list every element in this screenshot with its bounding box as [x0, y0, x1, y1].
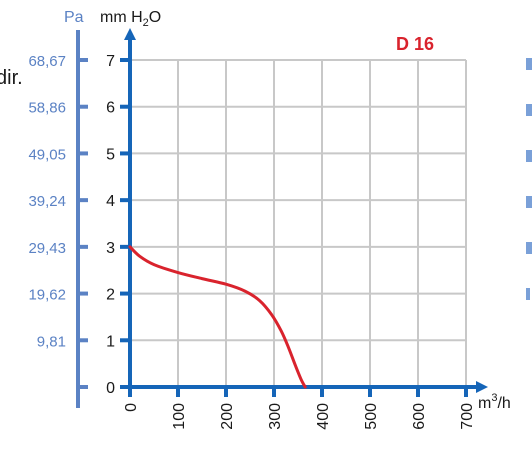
pa-tick-label: 39,24 [28, 193, 66, 210]
side-text-fragment: dir. [0, 67, 23, 89]
y-tick-label: 6 [106, 100, 115, 117]
x-tick-label: 700 [459, 403, 476, 430]
pa-tick-label: 19,62 [28, 287, 66, 304]
pa-tick-label: 58,86 [28, 100, 66, 117]
x-tick-label: 0 [123, 403, 140, 412]
pa-tick-label: 9,81 [37, 333, 66, 350]
pa-tick-label: 68,67 [28, 53, 66, 70]
y-tick-label: 4 [106, 193, 115, 210]
x-tick-label: 100 [171, 403, 188, 430]
cropped-edge-fragments [526, 58, 532, 300]
x-tick-label: 500 [363, 403, 380, 430]
axes [120, 28, 488, 397]
y-unit-label: mm H2O [100, 9, 161, 29]
y-axis-arrow [124, 28, 136, 40]
x-axis-arrow [476, 381, 488, 393]
y-tick-label: 2 [106, 287, 115, 304]
y-tick-label: 7 [106, 53, 115, 70]
y-tick-label: 5 [106, 146, 115, 163]
x-unit-label: m3/h [478, 392, 511, 412]
tick-labels: 0 1 2 3 4 5 6 7 0 100 200 300 400 500 600 700 [106, 53, 476, 430]
y-tick-label: 0 [106, 380, 115, 397]
y-tick-label: 3 [106, 240, 115, 257]
x-tick-label: 400 [315, 403, 332, 430]
x-tick-label: 600 [411, 403, 428, 430]
model-label: D 16 [396, 34, 434, 54]
x-tick-label: 300 [267, 403, 284, 430]
pa-axis: 9,81 19,62 29,43 39,24 49,05 58,86 68,67 [28, 30, 88, 408]
series [128, 245, 307, 389]
x-tick-label: 200 [219, 403, 236, 430]
pa-unit-label: Pa [64, 9, 84, 26]
fan-curve-line [128, 245, 307, 389]
pa-tick-label: 29,43 [28, 240, 66, 257]
grid [130, 59, 467, 387]
pa-tick-label: 49,05 [28, 146, 66, 163]
y-tick-label: 1 [106, 333, 115, 350]
